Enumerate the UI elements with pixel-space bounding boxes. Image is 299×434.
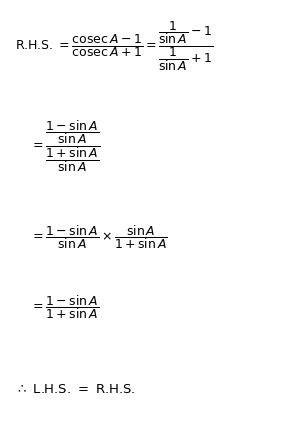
Text: $= \dfrac{\dfrac{1-\sin A}{\sin A}}{\dfrac{1+\sin A}{\sin A}}$: $= \dfrac{\dfrac{1-\sin A}{\sin A}}{\dfr… [30, 118, 100, 173]
Text: $\therefore$ L.H.S. $=$ R.H.S.: $\therefore$ L.H.S. $=$ R.H.S. [15, 382, 135, 395]
Text: $= \dfrac{1-\sin A}{1+\sin A}$: $= \dfrac{1-\sin A}{1+\sin A}$ [30, 292, 99, 320]
Text: $= \dfrac{1-\sin A}{\sin A} \times \dfrac{\sin A}{1+\sin A}$: $= \dfrac{1-\sin A}{\sin A} \times \dfra… [30, 223, 168, 250]
Text: R.H.S. $= \dfrac{\mathrm{cosec}\,A-1}{\mathrm{cosec}\,A+1} = \dfrac{\dfrac{1}{\s: R.H.S. $= \dfrac{\mathrm{cosec}\,A-1}{\m… [15, 19, 213, 72]
